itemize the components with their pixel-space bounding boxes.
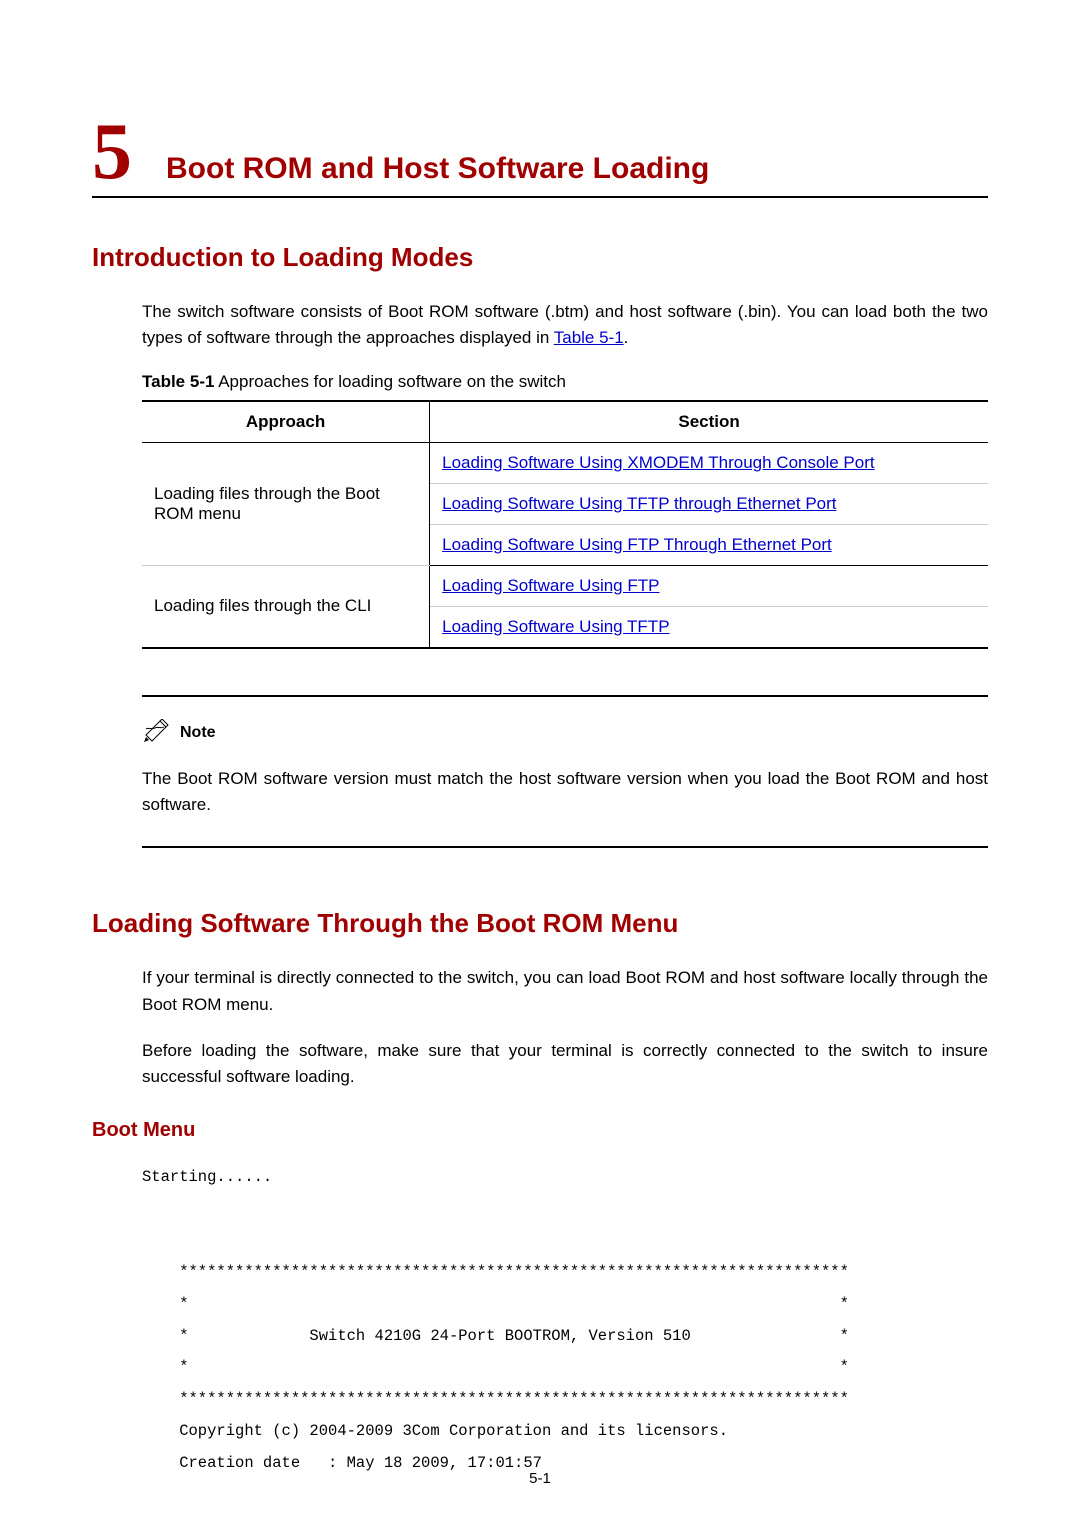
approach-table: Approach Section Loading files through t… — [142, 400, 988, 649]
chapter-title: Boot ROM and Host Software Loading — [166, 152, 709, 186]
intro-paragraph: The switch software consists of Boot ROM… — [142, 299, 988, 352]
table-cell: Loading Software Using FTP Through Ether… — [430, 524, 988, 565]
terminal-output: Starting...... *************************… — [142, 1162, 988, 1480]
cli-ftp-link[interactable]: Loading Software Using FTP — [442, 576, 659, 595]
chapter-number: 5 — [92, 120, 132, 184]
loading-para2: Before loading the software, make sure t… — [142, 1038, 988, 1091]
table-header-row: Approach Section — [142, 401, 988, 443]
loading-para1: If your terminal is directly connected t… — [142, 965, 988, 1018]
ftp-ethernet-link[interactable]: Loading Software Using FTP Through Ether… — [442, 535, 832, 554]
boot-menu-heading: Boot Menu — [92, 1119, 988, 1142]
intro-body: The switch software consists of Boot ROM… — [142, 299, 988, 649]
note-text: The Boot ROM software version must match… — [142, 766, 988, 819]
table-cell: Loading Software Using FTP — [430, 565, 988, 606]
xmodem-link[interactable]: Loading Software Using XMODEM Through Co… — [442, 453, 874, 472]
th-section: Section — [430, 401, 988, 443]
intro-heading: Introduction to Loading Modes — [92, 242, 988, 273]
table-caption-rest: Approaches for loading software on the s… — [214, 372, 566, 391]
table-cell: Loading Software Using TFTP — [430, 606, 988, 648]
table-cell: Loading Software Using TFTP through Ethe… — [430, 483, 988, 524]
loading-body: If your terminal is directly connected t… — [142, 965, 988, 1090]
table-caption: Table 5-1 Approaches for loading softwar… — [142, 372, 988, 392]
note-box: Note The Boot ROM software version must … — [142, 695, 988, 849]
chapter-header: 5 Boot ROM and Host Software Loading — [92, 120, 988, 198]
table-cell: Loading Software Using XMODEM Through Co… — [430, 442, 988, 483]
approach-cli: Loading files through the CLI — [142, 565, 430, 648]
note-label: Note — [180, 724, 216, 742]
cli-tftp-link[interactable]: Loading Software Using TFTP — [442, 617, 669, 636]
tftp-ethernet-link[interactable]: Loading Software Using TFTP through Ethe… — [442, 494, 836, 513]
table-row: Loading files through the CLI Loading So… — [142, 565, 988, 606]
table-row: Loading files through the Boot ROM menu … — [142, 442, 988, 483]
intro-text-suffix: . — [624, 328, 629, 347]
th-approach: Approach — [142, 401, 430, 443]
page-footer: 5-1 — [0, 1470, 1080, 1487]
approach-bootrom: Loading files through the Boot ROM menu — [142, 442, 430, 565]
note-head: Note — [142, 719, 988, 748]
table-reference-link[interactable]: Table 5-1 — [554, 328, 624, 347]
table-caption-bold: Table 5-1 — [142, 372, 214, 391]
loading-heading: Loading Software Through the Boot ROM Me… — [92, 908, 988, 939]
note-icon — [142, 719, 172, 748]
